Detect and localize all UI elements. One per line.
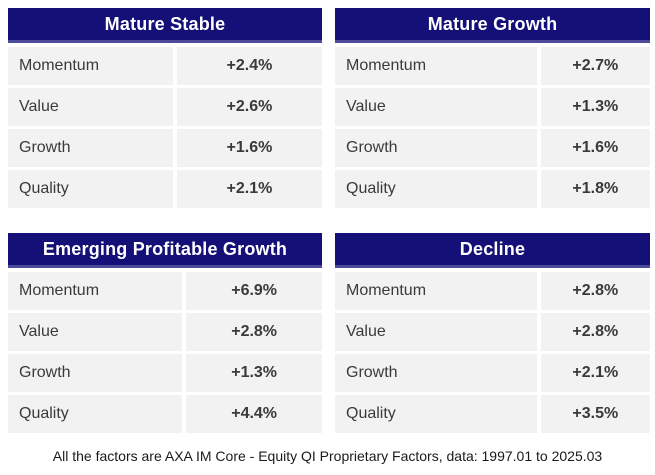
factor-value: +1.8% — [540, 170, 650, 208]
table-row: Momentum +2.8% — [335, 272, 650, 310]
factor-label: Value — [8, 313, 183, 351]
factor-label: Quality — [8, 395, 183, 433]
factor-value: +2.8% — [186, 313, 322, 351]
factor-value: +2.8% — [540, 272, 650, 310]
factor-label: Quality — [335, 170, 537, 208]
factor-value: +1.6% — [540, 129, 650, 167]
table-row: Growth +1.6% — [335, 129, 650, 167]
table-rows: Momentum +6.9% Value +2.8% Growth +1.3% … — [8, 272, 322, 433]
factor-label: Momentum — [335, 47, 537, 85]
factor-label: Quality — [8, 170, 173, 208]
factor-label: Value — [8, 88, 173, 126]
factor-tables-grid: Mature Stable Momentum +2.4% Value +2.6%… — [8, 8, 650, 433]
table-row: Value +2.6% — [8, 88, 322, 126]
table-row: Momentum +2.4% — [8, 47, 322, 85]
factor-label: Growth — [335, 354, 537, 392]
factor-label: Value — [335, 313, 537, 351]
factor-value: +2.1% — [176, 170, 322, 208]
table-rows: Momentum +2.8% Value +2.8% Growth +2.1% … — [335, 272, 650, 433]
table-row: Momentum +6.9% — [8, 272, 322, 310]
table-rows: Momentum +2.4% Value +2.6% Growth +1.6% … — [8, 47, 322, 208]
factor-value: +2.4% — [176, 47, 322, 85]
table-row: Growth +1.3% — [8, 354, 322, 392]
table-title: Decline — [335, 233, 650, 268]
factor-value: +1.3% — [540, 88, 650, 126]
table-row: Growth +1.6% — [8, 129, 322, 167]
factor-value: +2.7% — [540, 47, 650, 85]
table-row: Value +1.3% — [335, 88, 650, 126]
factor-table-mature-stable: Mature Stable Momentum +2.4% Value +2.6%… — [8, 8, 322, 208]
factor-label: Value — [335, 88, 537, 126]
factor-label: Growth — [8, 129, 173, 167]
table-rows: Momentum +2.7% Value +1.3% Growth +1.6% … — [335, 47, 650, 208]
table-row: Quality +1.8% — [335, 170, 650, 208]
factor-label: Quality — [335, 395, 537, 433]
table-row: Quality +4.4% — [8, 395, 322, 433]
factor-label: Momentum — [8, 272, 183, 310]
factor-value: +6.9% — [186, 272, 322, 310]
table-title: Mature Growth — [335, 8, 650, 43]
table-row: Value +2.8% — [335, 313, 650, 351]
factor-value: +1.3% — [186, 354, 322, 392]
table-row: Momentum +2.7% — [335, 47, 650, 85]
table-title: Mature Stable — [8, 8, 322, 43]
factor-table-emerging-profitable-growth: Emerging Profitable Growth Momentum +6.9… — [8, 233, 322, 433]
table-row: Value +2.8% — [8, 313, 322, 351]
factor-table-decline: Decline Momentum +2.8% Value +2.8% Growt… — [335, 233, 650, 433]
factor-value: +4.4% — [186, 395, 322, 433]
factor-value: +2.1% — [540, 354, 650, 392]
factor-value: +3.5% — [540, 395, 650, 433]
source-footnote: All the factors are AXA IM Core - Equity… — [52, 448, 603, 464]
factor-label: Growth — [335, 129, 537, 167]
table-title: Emerging Profitable Growth — [8, 233, 322, 268]
table-row: Quality +2.1% — [8, 170, 322, 208]
table-row: Growth +2.1% — [335, 354, 650, 392]
table-row: Quality +3.5% — [335, 395, 650, 433]
factor-label: Momentum — [8, 47, 173, 85]
factor-table-mature-growth: Mature Growth Momentum +2.7% Value +1.3%… — [335, 8, 650, 208]
factor-value: +2.6% — [176, 88, 322, 126]
factor-label: Momentum — [335, 272, 537, 310]
factor-value: +2.8% — [540, 313, 650, 351]
factor-label: Growth — [8, 354, 183, 392]
factor-value: +1.6% — [176, 129, 322, 167]
